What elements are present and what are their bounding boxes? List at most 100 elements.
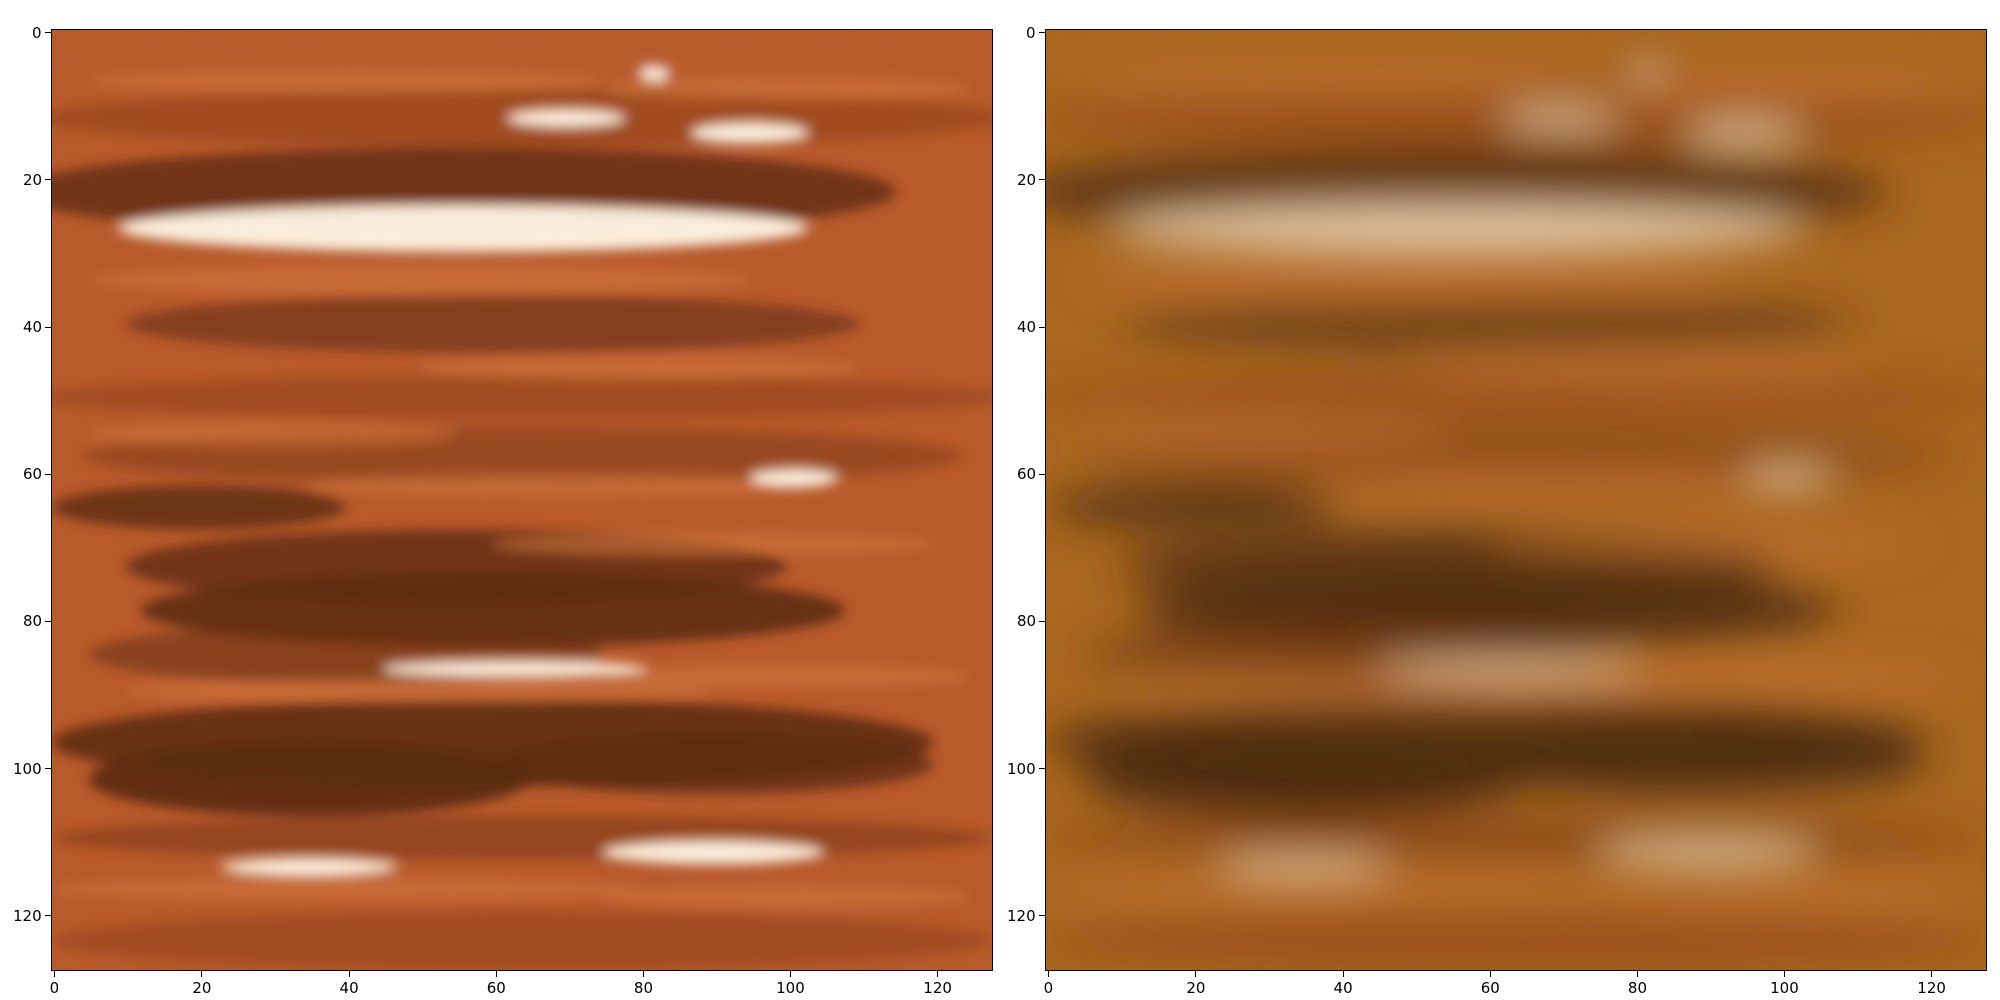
left-image-axes (51, 29, 993, 971)
x-tick-label: 60 (486, 979, 506, 997)
left-natural-image (52, 30, 992, 970)
y-tick-label: 0 (32, 23, 42, 42)
dark-stratum (492, 735, 934, 794)
dark-stratum (52, 375, 992, 420)
y-tick-label: 20 (1017, 170, 1037, 189)
x-tick-label: 0 (49, 979, 60, 997)
dark-stratum (1082, 742, 1524, 816)
bright-highlight (118, 204, 809, 252)
x-tick-label: 120 (1917, 979, 1946, 997)
warm-streak (1082, 422, 1450, 445)
x-tick-mark (790, 971, 792, 977)
y-tick-mark (45, 326, 51, 328)
y-tick-label: 100 (13, 759, 42, 778)
warm-streak (1596, 77, 1964, 100)
y-tick-mark (1039, 768, 1045, 770)
y-tick-mark (45, 768, 51, 770)
dark-stratum (1046, 911, 1986, 970)
warm-streak (419, 356, 860, 379)
y-tick-mark (1039, 32, 1045, 34)
warm-streak (1046, 878, 1634, 901)
right-natural-image (1046, 30, 1986, 970)
dark-stratum (88, 742, 530, 816)
bright-highlight (1743, 469, 1832, 487)
warm-streak (1303, 474, 1818, 497)
bright-highlight (1112, 204, 1803, 252)
y-tick-mark (1039, 620, 1045, 622)
x-tick-mark (201, 971, 203, 977)
bright-highlight (382, 660, 647, 677)
y-tick-mark (1039, 915, 1045, 917)
y-tick-label: 100 (1007, 759, 1036, 778)
x-tick-mark (1636, 971, 1638, 977)
x-tick-mark (642, 971, 644, 977)
dark-stratum (1046, 485, 1340, 530)
warm-streak (602, 77, 970, 100)
dark-stratum (52, 37, 992, 82)
dark-stratum (52, 815, 992, 860)
y-tick-mark (45, 620, 51, 622)
warm-streak (1082, 265, 1744, 295)
y-tick-mark (1039, 326, 1045, 328)
bright-highlight (1684, 122, 1803, 144)
bright-highlight (1501, 109, 1619, 127)
y-tick-mark (45, 915, 51, 917)
dark-stratum (1046, 375, 1986, 420)
y-tick-mark (45, 179, 51, 181)
x-tick-mark (937, 971, 939, 977)
x-tick-label: 100 (776, 979, 805, 997)
y-tick-label: 120 (1007, 906, 1036, 925)
x-tick-label: 40 (1333, 979, 1353, 997)
y-tick-mark (1039, 473, 1045, 475)
x-tick-label: 0 (1043, 979, 1054, 997)
bright-highlight (690, 122, 809, 144)
warm-streak (88, 422, 456, 445)
bright-highlight (749, 469, 838, 487)
dark-stratum (1486, 735, 1928, 794)
warm-streak (52, 878, 640, 901)
x-tick-mark (1195, 971, 1197, 977)
y-tick-label: 40 (1017, 318, 1037, 337)
warm-streak (1413, 356, 1854, 379)
bright-highlight (1376, 660, 1641, 677)
bright-highlight (507, 109, 625, 127)
dark-stratum (125, 294, 860, 354)
x-tick-mark (348, 971, 350, 977)
warm-streak (1596, 885, 1964, 908)
dark-stratum (1046, 815, 1986, 860)
y-tick-label: 60 (23, 465, 43, 484)
x-tick-mark (54, 971, 56, 977)
bright-highlight (602, 840, 824, 865)
warm-streak (602, 885, 970, 908)
warm-streak (125, 679, 713, 702)
right-image-axes (1045, 29, 1987, 971)
x-tick-mark (1784, 971, 1786, 977)
y-tick-label: 40 (23, 318, 43, 337)
y-tick-mark (45, 473, 51, 475)
x-tick-mark (495, 971, 497, 977)
x-tick-mark (1489, 971, 1491, 977)
y-tick-label: 0 (1026, 23, 1036, 42)
x-tick-label: 100 (1770, 979, 1799, 997)
x-tick-label: 60 (1480, 979, 1500, 997)
warm-streak (309, 474, 824, 497)
warm-streak (492, 533, 934, 556)
y-tick-mark (45, 32, 51, 34)
warm-streak (1119, 679, 1707, 702)
warm-streak (1486, 533, 1928, 556)
dark-stratum (52, 911, 992, 970)
bright-highlight (1633, 66, 1663, 82)
dark-stratum (52, 485, 346, 530)
x-tick-label: 80 (1627, 979, 1648, 997)
x-tick-label: 20 (1186, 979, 1206, 997)
bright-highlight (1596, 840, 1818, 865)
bright-highlight (220, 858, 398, 877)
y-tick-label: 20 (23, 170, 43, 189)
x-tick-mark (1931, 971, 1933, 977)
y-tick-label: 80 (1017, 612, 1037, 631)
warm-streak (1082, 70, 1597, 93)
x-tick-label: 20 (192, 979, 212, 997)
x-tick-label: 120 (923, 979, 952, 997)
bright-highlight (1214, 858, 1392, 877)
bright-highlight (639, 66, 669, 82)
